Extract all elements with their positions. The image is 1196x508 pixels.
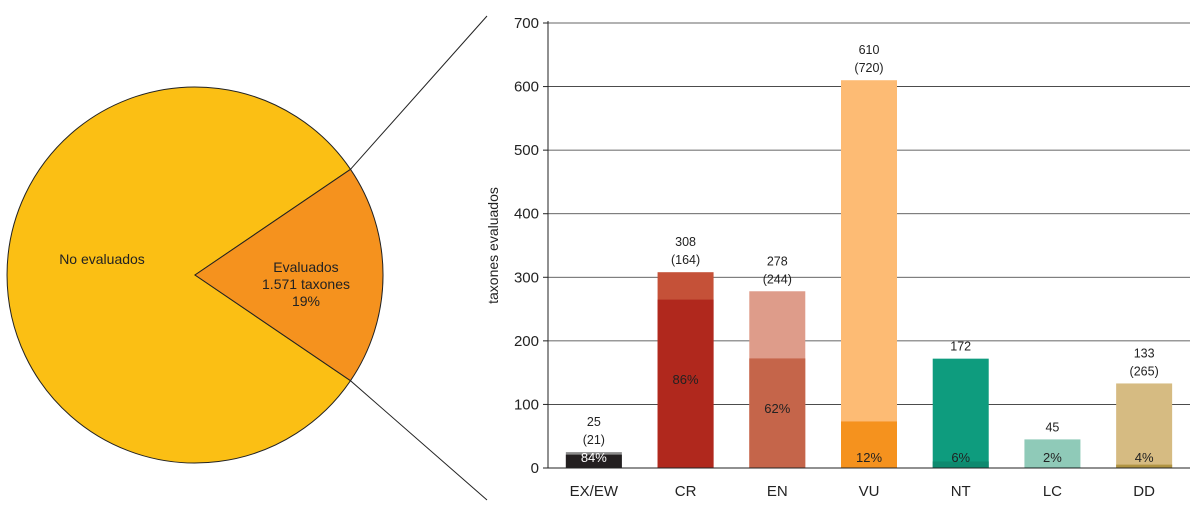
x-tick-label: EX/EW — [570, 483, 619, 500]
bar-secondary-label: (244) — [763, 272, 792, 286]
pie-percent-evaluados: 19% — [292, 293, 320, 309]
x-tick-label: NT — [951, 483, 971, 500]
bar-secondary-label: (720) — [854, 61, 883, 75]
bar-value-label: 610 — [859, 43, 880, 57]
bar-inner-label: 4% — [1135, 450, 1154, 465]
bar-chart: 84% 25 (21) EX/EW 86% 308 (164) CR 62% 278 (244) EN… — [565, 43, 1173, 500]
y-tick-label: 300 — [514, 269, 539, 286]
bar-value-label: 278 — [767, 254, 788, 268]
connector-line-bottom — [350, 380, 488, 501]
y-tick-label: 200 — [514, 333, 539, 350]
bar-secondary-label: (265) — [1130, 364, 1159, 378]
bar-inner-dd — [1116, 464, 1173, 468]
pie-slice-evaluados — [194, 168, 384, 382]
pie-to-bar-connectors — [350, 15, 488, 501]
connector-line-top — [350, 15, 488, 170]
bar-inner-label: 6% — [951, 450, 970, 465]
bar-inner-cr — [657, 299, 714, 468]
bar-dd — [1116, 383, 1173, 468]
y-tick-label: 0 — [531, 460, 539, 477]
bar-secondary-label: (164) — [671, 253, 700, 267]
y-tick-label: 700 — [514, 15, 539, 32]
bar-secondary-label: (21) — [583, 433, 605, 447]
bar-value-label: 133 — [1134, 346, 1155, 360]
bar-inner-nt — [932, 461, 989, 468]
bar-vu — [841, 80, 897, 468]
pie-slice-no-evaluados — [6, 86, 352, 464]
bar-value-label: 172 — [950, 340, 971, 354]
bar-nt — [932, 358, 989, 468]
pie-label-evaluados: Evaluados — [273, 259, 338, 275]
bar-value-label: 45 — [1045, 420, 1059, 434]
y-tick-label: 600 — [514, 79, 539, 96]
bar-inner-label: 62% — [764, 401, 790, 416]
y-tick-label: 400 — [514, 206, 539, 223]
x-tick-label: DD — [1133, 483, 1155, 500]
bar-inner-ex-ew — [565, 454, 622, 468]
x-tick-label: EN — [767, 483, 788, 500]
bar-inner-label: 12% — [856, 450, 882, 465]
y-axis-label: taxones evaluados — [485, 187, 501, 304]
x-tick-label: VU — [859, 483, 880, 500]
bar-inner-label: 84% — [581, 450, 607, 465]
pie-label-no-evaluados: No evaluados — [59, 251, 145, 267]
bar-inner-vu — [841, 421, 897, 468]
pie-sublabel-evaluados: 1.571 taxones — [262, 276, 350, 292]
bar-axes: 0 100 200 300 400 500 600 700 — [514, 15, 1190, 477]
bar-inner-label: 2% — [1043, 450, 1062, 465]
x-tick-label: CR — [675, 483, 697, 500]
y-tick-label: 100 — [514, 396, 539, 413]
bar-value-label: 25 — [587, 415, 601, 429]
bar-inner-label: 86% — [673, 372, 699, 387]
x-tick-label: LC — [1043, 483, 1062, 500]
bar-lc — [1024, 439, 1081, 468]
bar-inner-en — [749, 358, 806, 468]
bar-value-label: 308 — [675, 235, 696, 249]
y-tick-label: 500 — [514, 142, 539, 159]
